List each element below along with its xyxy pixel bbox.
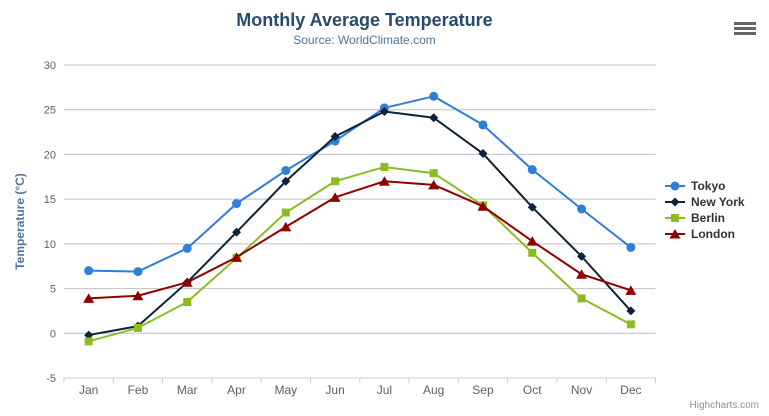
series-london (83, 176, 637, 303)
data-point-triangle-marker[interactable] (181, 277, 193, 287)
tokyo-series-marker-icon (664, 180, 686, 192)
data-point-circle-marker[interactable] (182, 243, 192, 253)
data-point-square-marker[interactable] (528, 248, 537, 257)
series-line (87, 180, 632, 300)
y-axis-tick-label: 15 (44, 194, 56, 206)
series-tokyo (84, 91, 636, 277)
data-point-triangle-marker[interactable] (625, 285, 637, 295)
hamburger-menu-icon (734, 21, 756, 35)
data-point-triangle-marker[interactable] (378, 176, 390, 186)
legend: Tokyo New York Berlin London (664, 178, 745, 242)
legend-item-tokyo[interactable]: Tokyo (664, 178, 745, 194)
data-point-circle-marker[interactable] (232, 199, 242, 209)
x-axis-month-label: May (274, 383, 297, 397)
data-point-square-marker[interactable] (133, 323, 142, 332)
legend-item-london[interactable]: London (664, 226, 745, 242)
data-point-triangle-marker[interactable] (576, 269, 588, 279)
london-series-marker-icon (664, 228, 686, 240)
data-point-diamond-marker[interactable] (429, 113, 439, 123)
y-axis-tick-label: 30 (44, 60, 56, 72)
data-point-square-marker[interactable] (183, 297, 192, 306)
data-point-triangle-marker[interactable] (132, 290, 144, 301)
data-point-square-marker[interactable] (331, 177, 340, 186)
data-point-diamond-marker[interactable] (379, 107, 389, 117)
data-point-circle-marker[interactable] (527, 165, 537, 175)
series-new-york (84, 107, 636, 340)
data-point-circle-marker[interactable] (577, 204, 587, 214)
series-line (87, 95, 632, 273)
x-axis-month-label: Feb (128, 383, 149, 397)
data-point-circle-marker[interactable] (281, 166, 291, 176)
circle-marker-glyph (670, 181, 680, 191)
square-marker-glyph (671, 214, 679, 222)
data-point-square-marker[interactable] (626, 320, 635, 329)
chart-title: Monthly Average Temperature (236, 10, 493, 30)
y-axis-title: Temperature (°C) (13, 173, 27, 270)
data-point-circle-marker[interactable] (626, 242, 636, 252)
data-point-diamond-marker[interactable] (577, 251, 587, 261)
data-point-diamond-marker[interactable] (281, 176, 291, 186)
x-axis-month-label: Oct (523, 383, 542, 397)
data-point-diamond-marker[interactable] (232, 227, 242, 237)
legend-label-berlin: Berlin (691, 211, 726, 225)
x-axis-month-label: Jan (79, 383, 98, 397)
data-point-triangle-marker[interactable] (231, 252, 243, 262)
x-axis-month-label: Jun (325, 383, 344, 397)
data-point-circle-marker[interactable] (133, 267, 143, 277)
y-axis-tick-label: 20 (44, 149, 56, 161)
data-point-circle-marker[interactable] (84, 266, 94, 276)
diamond-marker-glyph (670, 197, 680, 207)
data-point-square-marker[interactable] (429, 169, 438, 178)
x-axis-month-label: Aug (423, 383, 444, 397)
x-axis-month-label: Apr (227, 383, 246, 397)
data-point-circle-marker[interactable] (478, 120, 488, 130)
data-point-square-marker[interactable] (380, 162, 389, 171)
highcharts-credit-link[interactable]: Highcharts.com (689, 400, 759, 411)
y-axis-tick-label: 10 (44, 239, 56, 251)
data-point-square-marker[interactable] (281, 208, 290, 217)
legend-item-berlin[interactable]: Berlin (664, 210, 745, 226)
x-axis-month-label: Mar (177, 383, 198, 397)
data-point-diamond-marker[interactable] (626, 306, 636, 316)
triangle-marker-glyph (669, 229, 681, 239)
x-axis-month-label: Jul (377, 383, 392, 397)
data-point-triangle-marker[interactable] (526, 236, 538, 246)
series-line (87, 165, 632, 343)
data-point-triangle-marker[interactable] (280, 221, 292, 232)
chart-subtitle: Source: WorldClimate.com (293, 33, 436, 47)
data-point-circle-marker[interactable] (429, 91, 439, 101)
legend-label-london: London (691, 227, 735, 241)
berlin-series-marker-icon (664, 212, 686, 224)
legend-item-new-york[interactable]: New York (664, 194, 745, 210)
series-line (87, 110, 632, 337)
data-point-triangle-marker[interactable] (329, 192, 341, 202)
data-point-diamond-marker[interactable] (330, 132, 340, 142)
data-point-diamond-marker[interactable] (84, 330, 94, 340)
x-axis-month-label: Nov (571, 383, 592, 397)
data-point-diamond-marker[interactable] (478, 149, 488, 159)
data-point-square-marker[interactable] (577, 294, 586, 303)
legend-label-new-york: New York (691, 195, 745, 209)
data-point-square-marker[interactable] (84, 337, 93, 346)
data-point-triangle-marker[interactable] (477, 201, 489, 211)
x-axis-month-label: Dec (620, 383, 641, 397)
y-axis-tick-label: -5 (46, 373, 56, 385)
y-axis-tick-label: 0 (50, 328, 56, 340)
legend-label-tokyo: Tokyo (691, 179, 726, 193)
data-point-diamond-marker[interactable] (527, 202, 537, 212)
y-axis-tick-label: 5 (50, 284, 56, 296)
new-york-series-marker-icon (664, 196, 686, 208)
data-point-triangle-marker[interactable] (83, 293, 95, 303)
export-menu-button[interactable] (732, 19, 758, 39)
data-point-triangle-marker[interactable] (428, 179, 440, 190)
y-axis-tick-label: 25 (44, 105, 56, 117)
x-axis-month-label: Sep (472, 383, 494, 397)
